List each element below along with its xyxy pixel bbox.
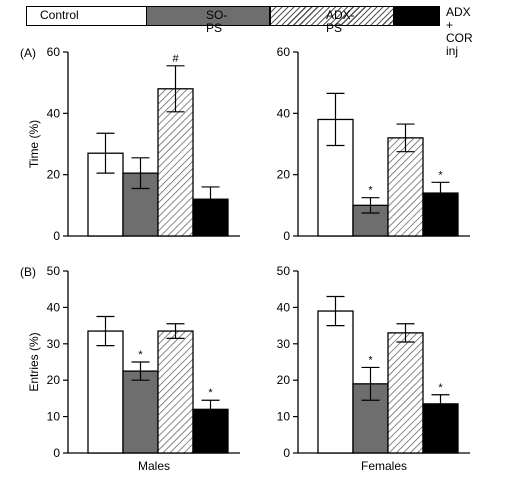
y-tick-label: 10: [277, 410, 291, 424]
y-axis-label: Time (%): [27, 120, 41, 168]
significance-marker: *: [438, 382, 443, 394]
y-tick-label: 60: [47, 45, 61, 59]
bar-adx-ps: [387, 332, 424, 454]
y-tick-label: 20: [277, 373, 291, 387]
y-tick-label: 20: [47, 373, 61, 387]
y-tick-label: 30: [47, 337, 61, 351]
significance-marker: *: [368, 185, 373, 197]
y-tick-label: 0: [53, 229, 60, 243]
x-axis-label: Males: [138, 459, 170, 473]
legend-swatch-so-ps: [146, 6, 270, 26]
panel-label: (A): [20, 46, 36, 60]
bar-adx-ps: [157, 330, 194, 454]
legend-label-adx-cor: ADX + COR inj: [446, 5, 473, 58]
y-tick-label: 40: [47, 106, 61, 120]
legend: Control SO-PS ADX-PS ADX + COR inj: [0, 0, 518, 58]
y-tick-label: 50: [277, 264, 291, 278]
y-tick-label: 40: [47, 300, 61, 314]
y-tick-label: 0: [283, 229, 290, 243]
significance-marker: *: [208, 387, 213, 399]
y-tick-label: 50: [47, 264, 61, 278]
y-tick-label: 0: [283, 446, 290, 460]
significance-marker: *: [438, 169, 443, 181]
y-tick-label: 20: [277, 168, 291, 182]
legend-swatch-adx-cor: [394, 6, 440, 26]
legend-label-control: Control: [40, 8, 79, 22]
x-axis-label: Females: [361, 459, 407, 473]
chart-panel-4: 0 10 20 30 40 50 Females * *: [277, 264, 470, 473]
y-tick-label: 20: [47, 168, 61, 182]
panel-label: (B): [20, 265, 36, 279]
y-tick-label: 10: [47, 410, 61, 424]
legend-label-adx-ps: ADX-PS: [326, 8, 355, 35]
chart-panel-3: 0 10 20 30 40 50 (B) Entries (%) Males * *: [20, 264, 240, 473]
bar-adx-cor: [422, 403, 459, 454]
bar-so-ps: [122, 370, 159, 454]
bar-control: [87, 330, 124, 454]
chart-panel-2: 0 20 40 60 * *: [277, 45, 470, 243]
y-tick-label: 0: [53, 446, 60, 460]
chart-panel-1: 0 20 40 60 (A) Time (%) #: [20, 45, 240, 243]
y-axis-label: Entries (%): [27, 332, 41, 391]
y-tick-label: 30: [277, 337, 291, 351]
bar-adx-ps: [387, 137, 424, 237]
significance-marker: #: [172, 53, 179, 65]
y-tick-label: 40: [277, 300, 291, 314]
significance-marker: *: [138, 349, 143, 361]
legend-swatch-adx-ps: [270, 6, 394, 26]
bar-adx-ps: [157, 88, 194, 237]
legend-label-so-ps: SO-PS: [206, 8, 228, 35]
significance-marker: *: [368, 354, 373, 366]
y-tick-label: 60: [277, 45, 291, 59]
y-tick-label: 40: [277, 106, 291, 120]
bar-control: [317, 310, 354, 454]
